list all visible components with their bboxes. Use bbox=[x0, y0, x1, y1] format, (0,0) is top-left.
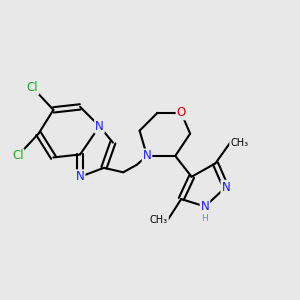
Text: N: N bbox=[221, 181, 230, 194]
Text: Cl: Cl bbox=[27, 81, 38, 94]
Text: N: N bbox=[201, 200, 209, 213]
Text: N: N bbox=[95, 120, 104, 133]
Text: CH₃: CH₃ bbox=[150, 215, 168, 225]
Text: CH₃: CH₃ bbox=[230, 138, 248, 148]
Text: H: H bbox=[202, 214, 208, 224]
Text: O: O bbox=[177, 106, 186, 119]
Text: N: N bbox=[76, 170, 85, 183]
Text: Cl: Cl bbox=[12, 149, 23, 162]
Text: N: N bbox=[143, 149, 152, 162]
